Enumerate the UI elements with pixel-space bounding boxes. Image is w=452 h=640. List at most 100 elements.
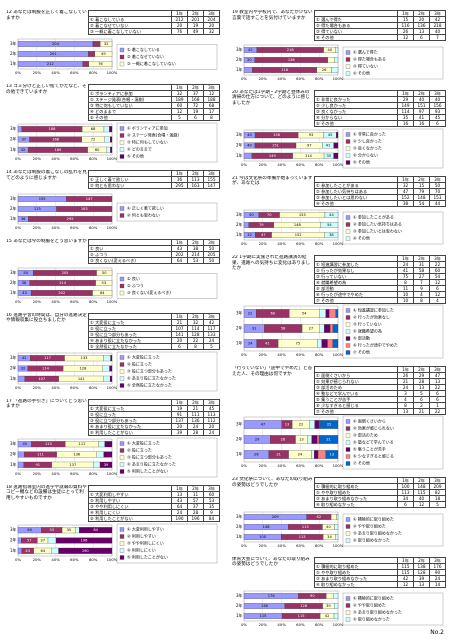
x-tick-label: 20%: [33, 70, 42, 75]
question-block: 19 教室内や学校内で、あなたが少ない言葉で話すことを気付けていますか 1年 2年 3…: [232, 10, 446, 81]
bar-segment: [335, 309, 339, 318]
x-tick-label: 60%: [70, 225, 79, 230]
x-tick-label: 40%: [51, 156, 60, 161]
segment-label: 136: [288, 58, 296, 62]
legend-label: ④ 塾などで学んでいる: [353, 439, 394, 445]
legend-label: ③ 一概に着こなしていない: [127, 60, 176, 66]
bar-category: 1年: [10, 546, 17, 552]
legend-swatch: [345, 329, 351, 334]
bar-segment: [17, 375, 25, 382]
table-row: ④ その他 12 6 7: [314, 34, 446, 41]
x-tick-label: 100%: [107, 225, 118, 230]
bar-category: 2年: [10, 450, 17, 456]
legend-label: ② 得た場合もある: [353, 55, 386, 61]
bar-category: 1年: [10, 460, 17, 466]
bar-category: 2年: [236, 56, 243, 62]
bar-segment: [324, 232, 339, 238]
segment-label: 113: [299, 535, 306, 539]
bar-segment: [55, 537, 113, 543]
question-block: 22 1学期に実施された進路講演の結果、進路への気持ちに変化はありましたか 1年 2…: [232, 255, 446, 359]
x-tick-label: 20%: [33, 557, 42, 562]
count: 6: [187, 114, 204, 121]
legend-swatch: [345, 145, 351, 151]
legend-swatch: [345, 63, 351, 69]
segment-label: 50: [23, 271, 28, 275]
segment-label: 58: [281, 327, 286, 331]
question-header: 17 「進路の手引き」についてどう思いますか 1年 2年 3年 ① 大変役に立った 19 2…: [6, 398, 220, 436]
bar-segment: [327, 56, 335, 63]
segment-label: 218: [287, 48, 295, 52]
x-tick-label: 0%: [15, 70, 21, 75]
x-tick-label: 80%: [89, 225, 98, 230]
segment-label: 22: [327, 423, 332, 427]
count: 44: [429, 199, 446, 207]
x-tick-label: 40%: [51, 385, 60, 390]
segment-label: 76: [98, 62, 103, 66]
legend-swatch: [345, 229, 351, 234]
legend-swatch: [345, 336, 351, 341]
count: 16: [397, 119, 414, 127]
legend-box: [116, 437, 218, 477]
segment-label: 41: [326, 143, 331, 147]
bar-category: 2年: [236, 602, 243, 608]
question-header: 14 あなたは制服の着こなしの乱れを見てどのように感じますか 1年 2年 3年 ① 正し…: [6, 170, 220, 189]
table-row: ② 何とも思わない 295 163 147: [88, 182, 220, 189]
x-tick-label: 100%: [107, 70, 118, 75]
segment-label: 60: [27, 528, 32, 532]
legend-swatch: [345, 440, 351, 445]
segment-label: 141: [78, 376, 85, 380]
question-block: 14 あなたは制服の着こなしの乱れを見てどのように感じますか 1年 2年 3年 ① 正し…: [6, 170, 220, 230]
segment-label: 152: [295, 233, 302, 237]
count: 14: [429, 580, 446, 588]
x-tick-label: 20%: [33, 225, 42, 230]
stacked-bar-chart: 0% 20% 40% 60% 80% 100% 3年 204 32 2年 201 49 1年 212 76 ①…: [10, 38, 218, 75]
legend-label: ① 良い: [127, 275, 140, 281]
legend-label: ① 大変利用しやすい: [127, 525, 164, 531]
bar-category: 2年: [236, 436, 243, 442]
count: 84: [203, 514, 220, 522]
segment-label: 35: [327, 153, 332, 157]
bar-category: 1年: [236, 340, 243, 346]
question-text: 19 教室内や学校内で、あなたが少ない言葉で話すことを気付けていますか: [232, 10, 313, 21]
bar-category: 3年: [10, 125, 17, 131]
segment-label: 38: [22, 281, 27, 285]
x-tick-label: 0%: [241, 463, 247, 468]
segment-label: 201: [50, 52, 57, 56]
legend-swatch: [345, 159, 351, 165]
legend-swatch: [119, 461, 125, 467]
x-tick-label: 80%: [315, 463, 324, 468]
x-tick-label: 60%: [70, 299, 79, 304]
x-tick-label: 80%: [315, 76, 324, 81]
segment-label: 163: [81, 207, 88, 211]
legend-label: ⑦ その他: [353, 349, 370, 355]
x-tick-label: 20%: [259, 162, 268, 167]
bar-segment: [326, 593, 334, 599]
x-tick-label: 0%: [241, 76, 247, 81]
legend-label: ③ 部活のため: [353, 432, 378, 438]
segment-label: 128: [80, 366, 88, 370]
x-tick-label: 20%: [259, 463, 268, 468]
x-tick-label: 0%: [15, 385, 21, 390]
legend-swatch: [119, 526, 125, 532]
segment-label: 32: [21, 366, 26, 370]
x-tick-label: 40%: [277, 162, 286, 167]
segment-label: 93: [309, 133, 314, 137]
legend-label: ⑤ その他: [353, 158, 370, 164]
x-tick-label: 80%: [315, 162, 324, 167]
segment-label: 151: [272, 143, 279, 147]
bar-segment: [327, 339, 333, 348]
segment-label: 32: [104, 42, 109, 46]
segment-label: 37: [40, 538, 45, 542]
question-header: 「行っていない」「途中でやめた」と答えた人、その理由は何ですか 1年 2年 3年 ① 面…: [232, 366, 446, 415]
legend-label: ① 正しく着て欲しい: [127, 204, 164, 210]
legend-swatch: [345, 419, 351, 424]
bar-segment: [307, 435, 312, 444]
table-row: ⑤ その他 16 16 6: [314, 119, 446, 127]
segment-label: 72: [91, 138, 96, 142]
bar-segment: [58, 547, 113, 554]
question-text: 14 あなたは制服の着こなしの乱れを見てどのように感じますか: [6, 170, 87, 181]
legend-label: ① 積極的に取り組めた: [353, 515, 394, 521]
table-row: ⑦ その他 13 21 22: [314, 408, 446, 415]
legend-label: ① 大変役に立った: [127, 353, 160, 359]
x-tick-label: 0%: [241, 241, 247, 246]
